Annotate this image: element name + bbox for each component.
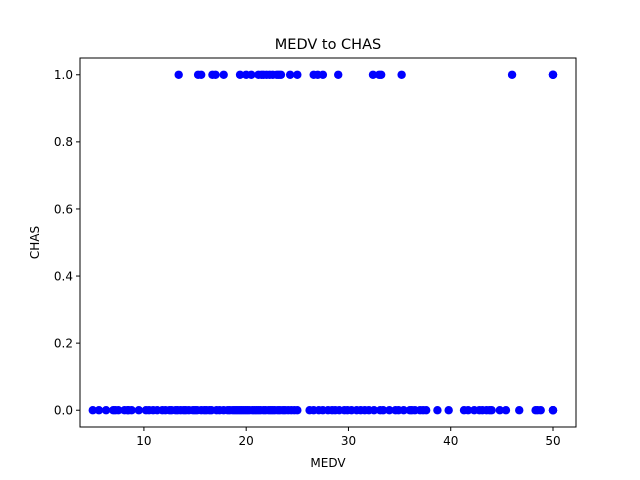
x-axis-title: MEDV bbox=[310, 456, 346, 470]
data-point-chas-1 bbox=[196, 70, 206, 79]
data-point-chas-1 bbox=[548, 70, 558, 79]
data-points bbox=[88, 70, 558, 415]
x-tick-label: 40 bbox=[443, 434, 458, 448]
data-point-chas-1 bbox=[211, 70, 220, 79]
data-point-chas-1 bbox=[318, 70, 328, 79]
y-axis-ticks: 0.0 0.2 0.4 0.6 0.8 1.0 bbox=[54, 68, 80, 418]
data-point-chas-1 bbox=[174, 70, 183, 79]
data-point-chas-1 bbox=[235, 70, 245, 79]
data-point-chas-0 bbox=[421, 406, 431, 415]
x-tick-label: 20 bbox=[239, 434, 254, 448]
y-axis-title: CHAS bbox=[28, 226, 42, 259]
data-point-chas-0 bbox=[127, 406, 136, 415]
data-point-chas-1 bbox=[368, 70, 378, 79]
x-tick-label: 10 bbox=[136, 434, 151, 448]
data-point-chas-0 bbox=[463, 406, 473, 415]
data-point-chas-1 bbox=[334, 70, 343, 79]
data-point-chas-0 bbox=[101, 406, 111, 415]
data-point-chas-0 bbox=[444, 406, 453, 415]
data-point-chas-0 bbox=[495, 406, 505, 415]
data-point-chas-0 bbox=[134, 406, 144, 415]
y-tick-label: 0.0 bbox=[54, 404, 73, 418]
data-point-chas-0 bbox=[385, 406, 394, 415]
data-point-chas-1 bbox=[376, 70, 386, 79]
x-axis-ticks: 10 20 30 40 50 bbox=[136, 427, 561, 448]
data-point-chas-0 bbox=[114, 406, 123, 415]
data-point-chas-0 bbox=[88, 406, 97, 415]
data-point-chas-0 bbox=[399, 406, 408, 415]
chart-title: MEDV to CHAS bbox=[275, 37, 381, 53]
data-point-chas-0 bbox=[536, 406, 545, 415]
y-tick-label: 0.8 bbox=[54, 135, 73, 149]
data-point-chas-1 bbox=[293, 70, 302, 79]
data-point-chas-0 bbox=[487, 406, 496, 415]
data-point-chas-1 bbox=[247, 70, 256, 79]
data-point-chas-0 bbox=[293, 406, 302, 415]
y-tick-label: 1.0 bbox=[54, 68, 73, 82]
data-point-chas-0 bbox=[515, 406, 524, 415]
y-tick-label: 0.4 bbox=[54, 269, 73, 283]
y-tick-label: 0.6 bbox=[54, 202, 73, 216]
data-point-chas-1 bbox=[219, 70, 228, 79]
plot-frame bbox=[79, 57, 577, 428]
data-point-chas-1 bbox=[285, 70, 295, 79]
data-point-chas-1 bbox=[276, 70, 286, 79]
x-tick-label: 50 bbox=[545, 434, 560, 448]
data-point-chas-1 bbox=[397, 70, 406, 79]
data-point-chas-1 bbox=[507, 70, 517, 79]
data-point-chas-0 bbox=[548, 406, 558, 415]
data-point-chas-0 bbox=[94, 406, 104, 415]
data-point-chas-0 bbox=[369, 406, 379, 415]
data-point-chas-0 bbox=[379, 406, 388, 415]
data-point-chas-0 bbox=[501, 406, 511, 415]
data-point-chas-0 bbox=[433, 406, 442, 415]
x-tick-label: 30 bbox=[341, 434, 356, 448]
y-tick-label: 0.2 bbox=[54, 336, 73, 350]
